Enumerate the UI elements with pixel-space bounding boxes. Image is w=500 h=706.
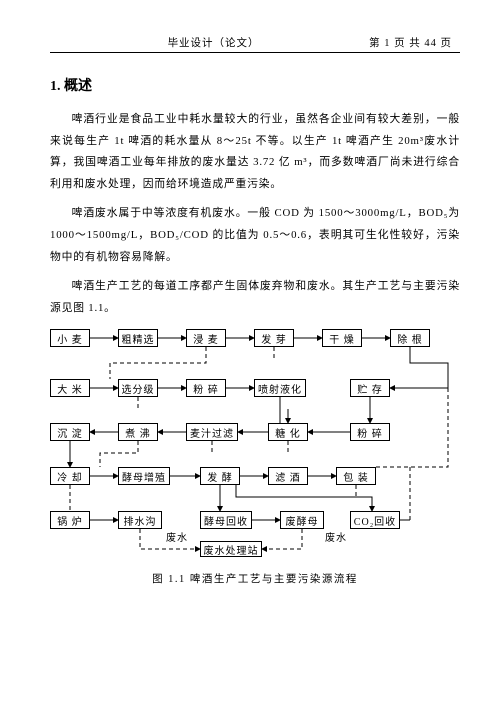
figure-caption: 图 1.1 啤酒生产工艺与主要污染源流程	[50, 571, 460, 586]
flow-node-ganzao: 干 燥	[322, 329, 362, 347]
flow-node-xiaomai: 小 麦	[50, 329, 90, 347]
flow-node-lvjiu: 滤 酒	[268, 467, 308, 485]
flow-node-tanghua: 糖 化	[268, 423, 308, 441]
wastewater-label: 废水	[325, 529, 347, 544]
flow-node-feijiaomu: 废酵母	[280, 511, 324, 529]
flow-node-co2huishou: CO₂回收	[350, 511, 400, 529]
flow-node-baozhuang: 包 装	[336, 467, 376, 485]
flow-node-fajiao: 发 酵	[200, 467, 240, 485]
flow-node-fensui1: 粉 碎	[186, 379, 226, 397]
flow-node-faya: 发 芽	[254, 329, 294, 347]
flow-node-xuanfenji: 选分级	[118, 379, 158, 397]
flow-node-jiaomuzengzhi: 酵母增殖	[118, 467, 170, 485]
flow-node-zhufei: 煮 沸	[118, 423, 158, 441]
section-number: 1.	[50, 79, 61, 94]
header-center: 毕业设计（论文）	[58, 35, 369, 50]
section-title-text: 概述	[64, 79, 92, 94]
flow-node-lengque: 冷 却	[50, 467, 90, 485]
flow-node-paishuigou: 排水沟	[118, 511, 162, 529]
flow-node-cujingxuan: 粗精选	[118, 329, 158, 347]
flow-node-chendian: 沉 淀	[50, 423, 90, 441]
page-header: 毕业设计（论文） 第 1 页 共 44 页	[50, 35, 460, 50]
flow-node-fensui2: 粉 碎	[350, 423, 390, 441]
flow-node-maizhiguolv: 麦汁过滤	[186, 423, 238, 441]
flow-node-jinmai: 浸 麦	[186, 329, 226, 347]
wastewater-label: 废水	[166, 529, 188, 544]
flow-node-dami: 大 米	[50, 379, 90, 397]
paragraph: 啤酒废水属于中等浓度有机废水。一般 COD 为 1500～3000mg/L，BO…	[50, 203, 460, 268]
flow-node-jiaomuhuishou: 酵母回收	[200, 511, 252, 529]
flow-node-pensheyehua: 喷射液化	[254, 379, 306, 397]
header-page-number: 第 1 页 共 44 页	[369, 35, 452, 50]
flowchart: 小 麦粗精选浸 麦发 芽干 燥除 根大 米选分级粉 碎喷射液化贮 存沉 淀煮 沸…	[50, 329, 460, 559]
paragraph: 啤酒行业是食品工业中耗水量较大的行业，虽然各企业间有较大差别，一般来说每生产 1…	[50, 109, 460, 195]
flow-node-guolu: 锅 炉	[50, 511, 90, 529]
flow-node-zhucun: 贮 存	[350, 379, 390, 397]
flow-node-chugen: 除 根	[390, 329, 430, 347]
paragraph: 啤酒生产工艺的每道工序都产生固体废弃物和废水。其生产工艺与主要污染源见图 1.1…	[50, 276, 460, 319]
section-title: 1. 概述	[50, 75, 460, 95]
header-rule	[50, 52, 460, 53]
flow-node-feishui: 废水处理站	[200, 541, 262, 557]
